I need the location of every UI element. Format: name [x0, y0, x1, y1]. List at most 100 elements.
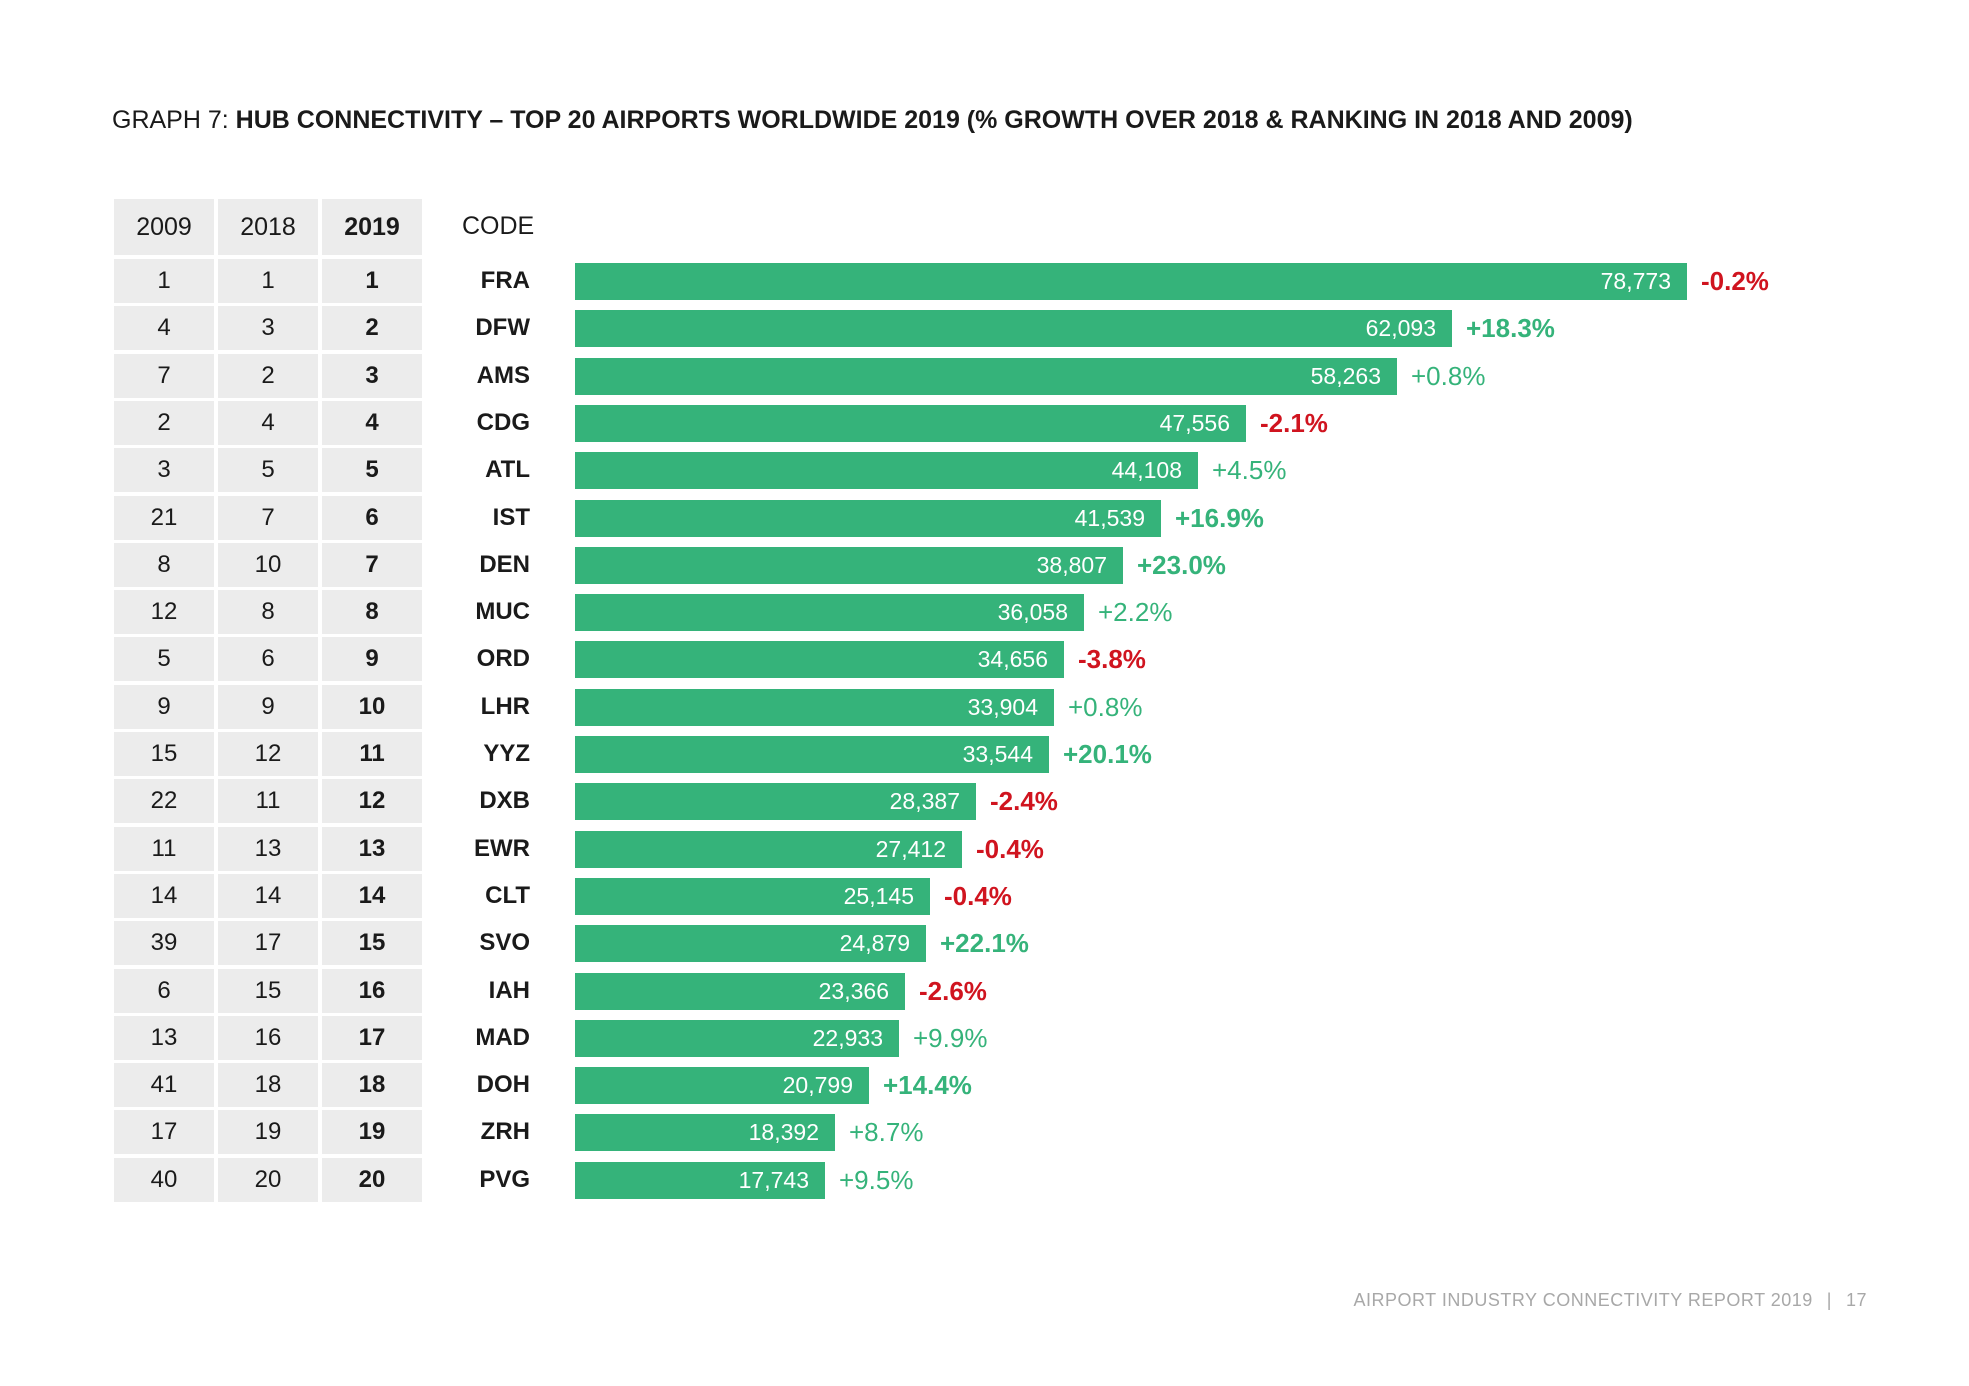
airport-code: MAD [475, 1023, 530, 1051]
data-bar: 36,058 [575, 594, 1084, 632]
rank-2009-cell: 9 [114, 684, 214, 729]
rank-2009-cell: 7 [114, 353, 214, 398]
data-bar: 17,743 [575, 1161, 825, 1199]
rank-2009-cell: 1 [114, 259, 214, 303]
rank-2009-cell: 22 [114, 779, 214, 824]
header-2019: 2019 [322, 199, 422, 255]
growth-label: -0.2% [1701, 266, 1769, 296]
footer-report-title: AIRPORT INDUSTRY CONNECTIVITY REPORT 201… [1353, 1290, 1813, 1310]
data-bar: 38,807 [575, 546, 1123, 584]
growth-label: +8.7% [849, 1117, 924, 1148]
growth-label: -0.4% [944, 880, 1012, 911]
rank-2018-cell: 10 [218, 542, 318, 587]
rank-2009-cell: 2 [114, 400, 214, 445]
rank-2018-cell: 15 [218, 968, 318, 1013]
chart-title-main: HUB CONNECTIVITY – TOP 20 AIRPORTS WORLD… [235, 106, 1633, 134]
bar-value-label: 22,933 [812, 1024, 883, 1051]
airport-code: DEN [479, 550, 530, 578]
data-bar: 24,879 [575, 925, 926, 963]
rank-2018-cell: 3 [218, 306, 318, 351]
growth-label: +22.1% [940, 928, 1029, 959]
rank-2018-cell: 4 [218, 400, 318, 445]
airport-code: YYZ [483, 740, 530, 767]
header-code: CODE [462, 212, 535, 240]
rank-2009-cell: 17 [114, 1110, 214, 1155]
data-bar: 25,145 [575, 877, 930, 915]
rank-2019-cell: 13 [322, 826, 422, 871]
rank-2018-cell: 20 [218, 1157, 318, 1202]
data-bar: 62,093 [575, 310, 1452, 348]
bar-value-label: 17,743 [738, 1166, 809, 1193]
rank-2019-cell: 6 [322, 495, 422, 540]
rank-2019-cell: 20 [322, 1157, 422, 1202]
rank-2018-cell: 11 [218, 779, 318, 824]
rank-2019-cell: 10 [322, 684, 422, 729]
rank-2018-cell: 16 [218, 1015, 318, 1060]
data-bar: 18,392 [575, 1114, 835, 1152]
airport-code: ZRH [480, 1118, 530, 1146]
growth-label: +9.5% [839, 1164, 914, 1195]
airport-code: SVO [479, 929, 530, 957]
header-2009: 2009 [114, 199, 214, 255]
rank-2018-cell: 9 [218, 684, 318, 729]
data-bar: 44,108 [575, 452, 1198, 490]
bar-value-label: 62,093 [1365, 315, 1436, 342]
rank-2009-cell: 14 [114, 873, 214, 918]
data-bar: 33,544 [575, 736, 1049, 773]
rank-2019-cell: 19 [322, 1110, 422, 1155]
data-bar: 41,539 [575, 499, 1161, 537]
rank-2019-cell: 8 [322, 590, 422, 635]
bar-value-label: 28,387 [889, 788, 960, 815]
growth-label: -2.6% [919, 975, 987, 1006]
airport-code: EWR [474, 834, 530, 862]
growth-label: -3.8% [1078, 644, 1146, 675]
data-bar: 58,263 [575, 357, 1397, 395]
rank-2018-cell: 18 [218, 1063, 318, 1108]
rank-2019-cell: 15 [322, 921, 422, 966]
page-footer: AIRPORT INDUSTRY CONNECTIVITY REPORT 201… [1353, 1290, 1867, 1311]
rank-2019-cell: 5 [322, 448, 422, 493]
rank-2019-cell: 1 [322, 259, 422, 303]
airport-code: DFW [475, 314, 530, 342]
airport-code: IAH [488, 976, 530, 1004]
chart-title: GRAPH 7: HUB CONNECTIVITY – TOP 20 AIRPO… [112, 106, 1633, 135]
bar-value-label: 34,656 [977, 646, 1048, 673]
rank-2018-cell: 13 [218, 826, 318, 871]
data-bar: 47,556 [575, 404, 1246, 442]
rank-2019-cell: 16 [322, 968, 422, 1013]
rank-2019-cell: 9 [322, 637, 422, 682]
rank-2009-cell: 40 [114, 1157, 214, 1202]
bar-value-label: 20,799 [782, 1072, 853, 1099]
rank-2019-cell: 7 [322, 542, 422, 587]
data-bar: 22,933 [575, 1019, 899, 1057]
growth-label: +2.2% [1098, 597, 1173, 628]
data-bar: 78,773 [575, 263, 1687, 300]
growth-label: +23.0% [1137, 549, 1226, 580]
rank-2019-cell: 3 [322, 353, 422, 398]
bar-value-label: 33,544 [962, 741, 1033, 767]
growth-label: +9.9% [913, 1022, 988, 1053]
rank-2019-cell: 14 [322, 873, 422, 918]
rank-2009-cell: 41 [114, 1063, 214, 1108]
rank-2018-cell: 1 [218, 259, 318, 303]
rank-2018-cell: 8 [218, 590, 318, 635]
growth-label: +4.5% [1212, 455, 1287, 486]
rank-2018-cell: 17 [218, 921, 318, 966]
rank-2009-cell: 15 [114, 732, 214, 776]
growth-label: -0.4% [976, 833, 1044, 864]
rank-2009-cell: 12 [114, 590, 214, 635]
rank-2009-cell: 13 [114, 1015, 214, 1060]
growth-label: -2.1% [1260, 407, 1328, 438]
rank-2019-cell: 18 [322, 1063, 422, 1108]
bar-value-label: 27,412 [875, 835, 946, 862]
airport-code: AMS [476, 361, 530, 389]
data-bar: 20,799 [575, 1067, 869, 1105]
rank-2009-cell: 11 [114, 826, 214, 871]
rank-2019-cell: 12 [322, 779, 422, 824]
bar-value-label: 24,879 [839, 930, 910, 957]
chart-title-prefix: GRAPH 7: [112, 106, 236, 134]
bar-value-label: 47,556 [1159, 409, 1230, 436]
airport-code: CDG [476, 408, 530, 436]
growth-label: +20.1% [1063, 739, 1152, 769]
rank-2018-cell: 7 [218, 495, 318, 540]
